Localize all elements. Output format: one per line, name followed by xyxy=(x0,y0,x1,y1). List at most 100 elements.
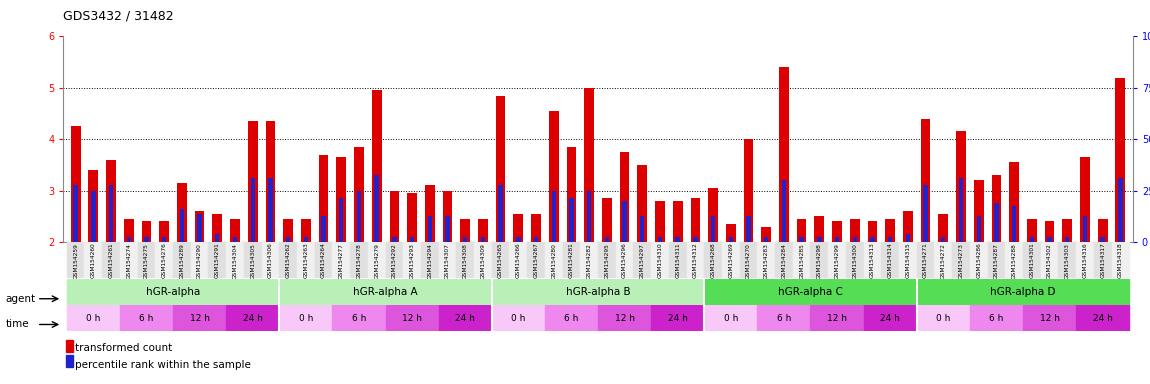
Text: GSM154288: GSM154288 xyxy=(1012,243,1017,278)
Text: GSM154284: GSM154284 xyxy=(781,243,787,278)
Bar xyxy=(268,178,273,242)
Text: GSM154282: GSM154282 xyxy=(586,243,591,278)
Bar xyxy=(744,139,753,242)
Text: GSM154306: GSM154306 xyxy=(268,243,273,278)
Text: 6 h: 6 h xyxy=(776,314,791,323)
Bar xyxy=(1116,78,1125,242)
Bar xyxy=(969,305,1024,331)
Bar xyxy=(974,180,983,242)
Bar xyxy=(899,242,917,278)
Bar xyxy=(917,305,969,331)
Bar xyxy=(881,242,899,278)
Bar xyxy=(297,242,315,278)
Bar xyxy=(969,242,988,278)
Text: agent: agent xyxy=(6,294,36,304)
Bar xyxy=(356,190,361,242)
Bar xyxy=(598,242,615,278)
Bar xyxy=(651,305,704,331)
Bar xyxy=(191,242,208,278)
Text: GSM154299: GSM154299 xyxy=(835,243,840,278)
Bar xyxy=(704,279,917,305)
Bar xyxy=(319,155,329,242)
Text: 12 h: 12 h xyxy=(190,314,209,323)
Bar xyxy=(194,211,205,242)
Bar xyxy=(811,242,828,278)
Bar xyxy=(460,219,470,242)
Bar xyxy=(669,242,687,278)
Bar xyxy=(1048,237,1052,242)
Bar xyxy=(988,242,1005,278)
Bar xyxy=(641,216,644,242)
Text: GSM154279: GSM154279 xyxy=(374,243,380,278)
Bar xyxy=(91,190,95,242)
Text: GSM154317: GSM154317 xyxy=(1101,243,1105,278)
Bar xyxy=(1010,162,1019,242)
Bar xyxy=(283,219,293,242)
Text: GSM154264: GSM154264 xyxy=(321,243,327,278)
Bar xyxy=(385,305,438,331)
Bar xyxy=(601,198,612,242)
Bar xyxy=(279,305,332,331)
Bar xyxy=(711,216,715,242)
Bar xyxy=(1027,219,1036,242)
Text: 6 h: 6 h xyxy=(565,314,578,323)
Bar xyxy=(938,214,948,242)
Text: transformed count: transformed count xyxy=(75,343,172,353)
Bar xyxy=(605,237,610,242)
Text: GSM154303: GSM154303 xyxy=(1065,243,1070,278)
Bar xyxy=(244,242,261,278)
Bar xyxy=(864,305,917,331)
Bar xyxy=(513,214,523,242)
Bar xyxy=(693,237,698,242)
Bar xyxy=(531,214,540,242)
Bar xyxy=(496,96,506,242)
Text: 6 h: 6 h xyxy=(989,314,1004,323)
Bar xyxy=(141,222,152,242)
Bar xyxy=(457,242,474,278)
Bar xyxy=(976,216,981,242)
Bar xyxy=(704,242,722,278)
Text: GSM154316: GSM154316 xyxy=(1082,243,1088,278)
Bar xyxy=(227,305,279,331)
Text: GSM154300: GSM154300 xyxy=(852,243,857,278)
Bar xyxy=(232,237,237,242)
Text: 24 h: 24 h xyxy=(668,314,688,323)
Bar xyxy=(799,237,804,242)
Bar xyxy=(109,185,113,242)
Bar xyxy=(746,216,751,242)
Bar xyxy=(172,305,227,331)
Text: GSM154262: GSM154262 xyxy=(285,243,291,278)
Bar xyxy=(251,178,255,242)
Bar xyxy=(138,242,155,278)
Bar xyxy=(586,190,591,242)
Text: GSM154276: GSM154276 xyxy=(162,243,167,278)
Bar xyxy=(846,242,864,278)
Bar xyxy=(1076,305,1129,331)
Text: GDS3432 / 31482: GDS3432 / 31482 xyxy=(63,10,174,23)
Bar xyxy=(871,237,875,242)
Bar xyxy=(545,305,598,331)
Bar xyxy=(729,237,733,242)
Bar xyxy=(445,216,450,242)
Bar xyxy=(1012,206,1017,242)
Bar xyxy=(1101,237,1105,242)
Text: 0 h: 0 h xyxy=(86,314,100,323)
Bar xyxy=(67,242,84,278)
Bar xyxy=(852,237,857,242)
Bar xyxy=(407,193,417,242)
Bar xyxy=(764,237,768,242)
Bar xyxy=(261,242,279,278)
Bar xyxy=(424,185,435,242)
Bar xyxy=(106,160,116,242)
Bar xyxy=(906,234,910,242)
Bar xyxy=(208,242,227,278)
Bar xyxy=(404,242,421,278)
Text: time: time xyxy=(6,319,30,329)
Bar xyxy=(634,242,651,278)
Bar xyxy=(144,237,148,242)
Bar xyxy=(74,185,78,242)
Bar xyxy=(864,242,881,278)
Bar xyxy=(516,237,521,242)
Text: GSM154277: GSM154277 xyxy=(339,243,344,278)
Bar xyxy=(371,90,382,242)
